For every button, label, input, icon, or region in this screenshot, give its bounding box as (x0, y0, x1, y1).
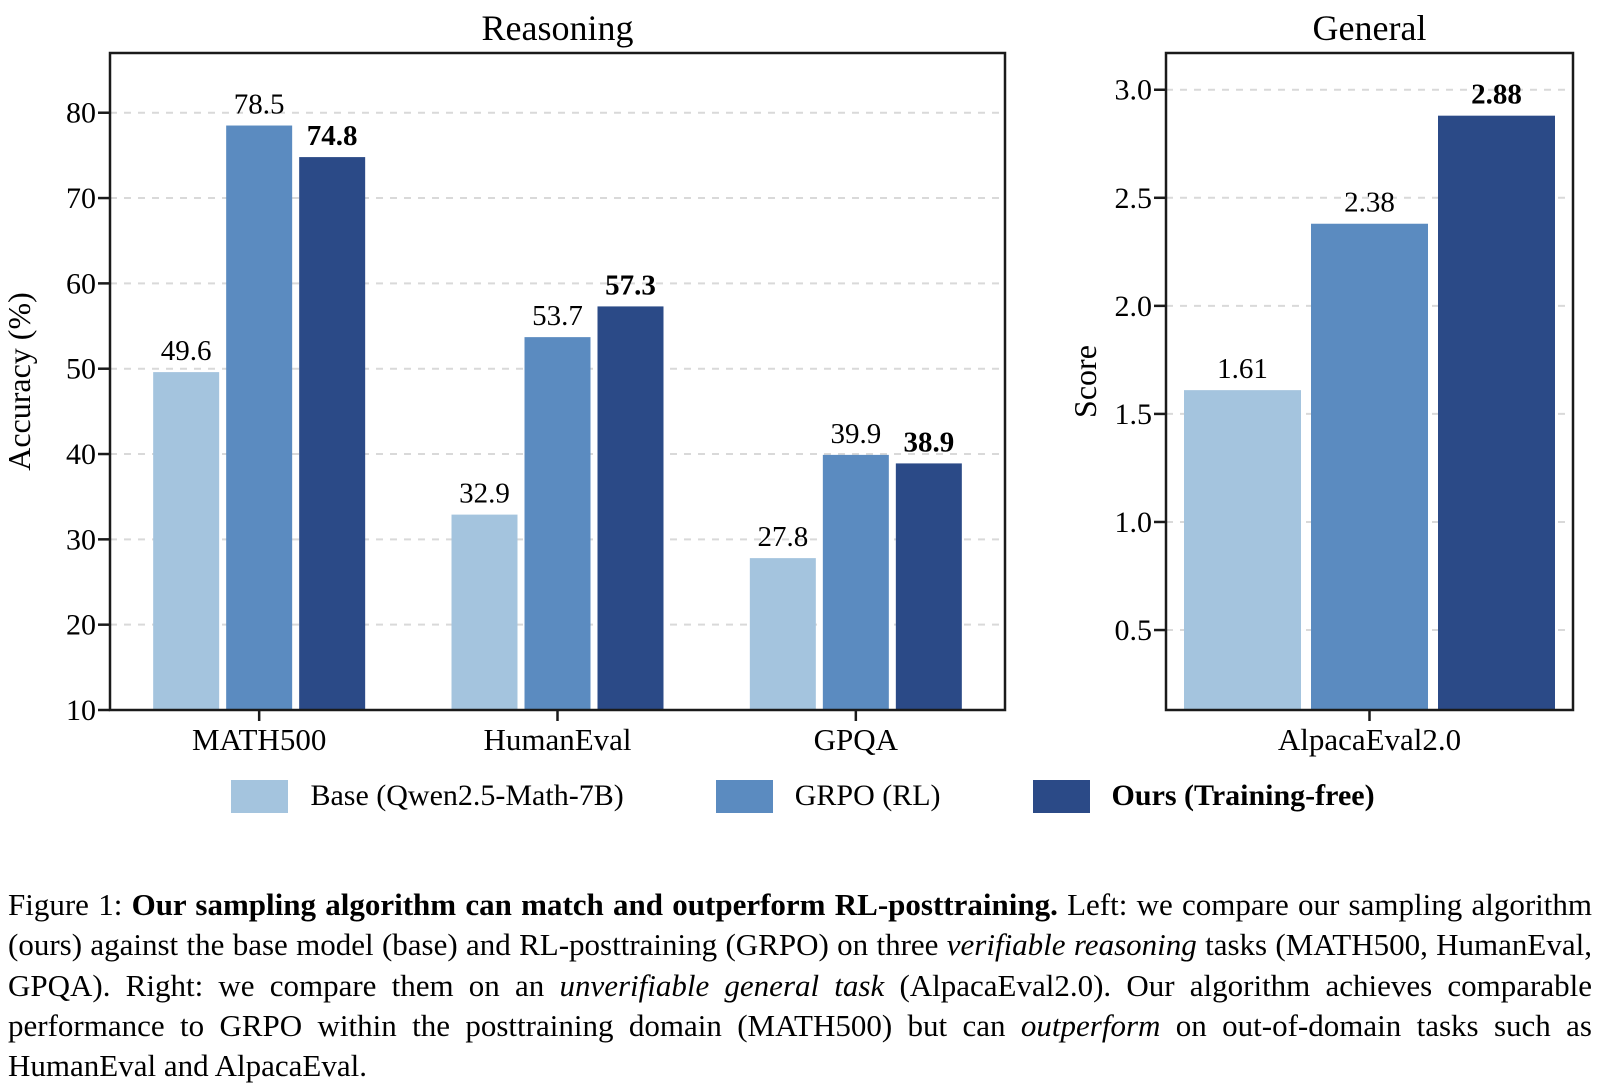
bar (1184, 390, 1301, 710)
axis-frame (1164, 51, 1575, 712)
chart-title: Reasoning (482, 8, 634, 48)
legend-label: Ours (Training-free) (1111, 779, 1375, 812)
y-tick-label: 3.0 (1115, 74, 1153, 107)
bar (299, 157, 366, 711)
caption-segment-italic: outperform (1020, 1007, 1161, 1043)
caption-segment-normal: Figure 1: (8, 887, 132, 922)
legend-label: GRPO (RL) (794, 779, 941, 812)
legend-entry: Ours (Training-free) (1032, 779, 1375, 813)
y-tick-label: 60 (66, 267, 96, 300)
caption-segment-normal: Left: we compare our sampling algorithm … (8, 887, 1593, 963)
x-category-label: GPQA (814, 722, 899, 757)
bar-value-label: 57.3 (605, 269, 656, 301)
y-tick-label: 10 (66, 694, 96, 727)
bar (153, 372, 220, 710)
y-tick-label: 40 (66, 438, 96, 471)
bar-value-label: 78.5 (234, 89, 285, 121)
legend-entry: GRPO (RL) (715, 779, 941, 813)
y-tick-label: 1.0 (1115, 506, 1153, 539)
y-tick-label: 70 (66, 182, 96, 215)
axis-frame (108, 51, 1007, 712)
chart-title: General (1313, 8, 1427, 48)
legend-label: Base (Qwen2.5-Math-7B) (310, 779, 624, 812)
bar (226, 125, 293, 710)
y-tick-label: 20 (66, 609, 96, 642)
y-axis-label: Accuracy (%) (1, 292, 37, 471)
bar-value-label: 74.8 (307, 120, 358, 152)
x-category-label: HumanEval (483, 722, 631, 757)
legend-color-swatch (1032, 779, 1090, 813)
bar (895, 463, 962, 710)
caption-segment-normal: tasks (MATH500, HumanEval, GPQA). Right:… (8, 927, 1592, 1003)
y-tick-label: 50 (66, 353, 96, 386)
bar (524, 337, 591, 710)
bar-value-label: 2.88 (1471, 79, 1522, 111)
bar-value-label: 27.8 (757, 521, 808, 553)
bar (451, 514, 518, 710)
y-tick-label: 80 (66, 97, 96, 130)
chart-legend: Base (Qwen2.5-Math-7B) GRPO (RL) Ours (Tra… (0, 768, 1606, 824)
bar (1438, 115, 1555, 711)
legend-entry: Base (Qwen2.5-Math-7B) (231, 779, 624, 813)
bar (597, 306, 664, 710)
caption-segment-italic: verifiable reasoning (946, 927, 1197, 963)
x-category-label: AlpacaEval2.0 (1278, 722, 1461, 757)
bar (822, 454, 889, 710)
y-tick-label: 1.5 (1115, 398, 1153, 431)
bar-value-label: 38.9 (903, 426, 954, 458)
bar-value-label: 32.9 (459, 478, 510, 510)
y-tick-label: 2.5 (1115, 182, 1153, 215)
bar-value-label: 1.61 (1217, 353, 1268, 385)
caption-segment-normal: on out-of-domain tasks such as HumanEval… (8, 1007, 1592, 1084)
y-tick-label: 2.0 (1115, 290, 1153, 323)
bar (1311, 223, 1428, 710)
x-category-label: MATH500 (192, 722, 326, 757)
caption-segment-normal: (AlpacaEval2.0). Our algorithm achieves … (8, 967, 1592, 1043)
caption-segment-bold: Our sampling algorithm can match and out… (131, 887, 1058, 922)
caption-segment-italic: unverifiable general task (559, 967, 885, 1003)
bar-value-label: 53.7 (532, 300, 583, 332)
y-tick-label: 0.5 (1115, 614, 1153, 647)
bar (749, 558, 816, 710)
figure-caption: Figure 1: Our sampling algorithm can mat… (8, 885, 1592, 1086)
bar-charts-canvas: 49.6 32.9 27.8 78.5 53.7 39.9 74.8 57.3 38.9 10 20… (1, 8, 1575, 757)
bar-value-label: 39.9 (830, 418, 881, 450)
y-tick-label: 30 (66, 523, 96, 556)
bar-value-label: 2.38 (1344, 187, 1395, 219)
legend-color-swatch (715, 779, 773, 813)
legend-color-swatch (231, 779, 289, 813)
y-axis-label: Score (1067, 345, 1103, 418)
bar-value-label: 49.6 (161, 335, 212, 367)
